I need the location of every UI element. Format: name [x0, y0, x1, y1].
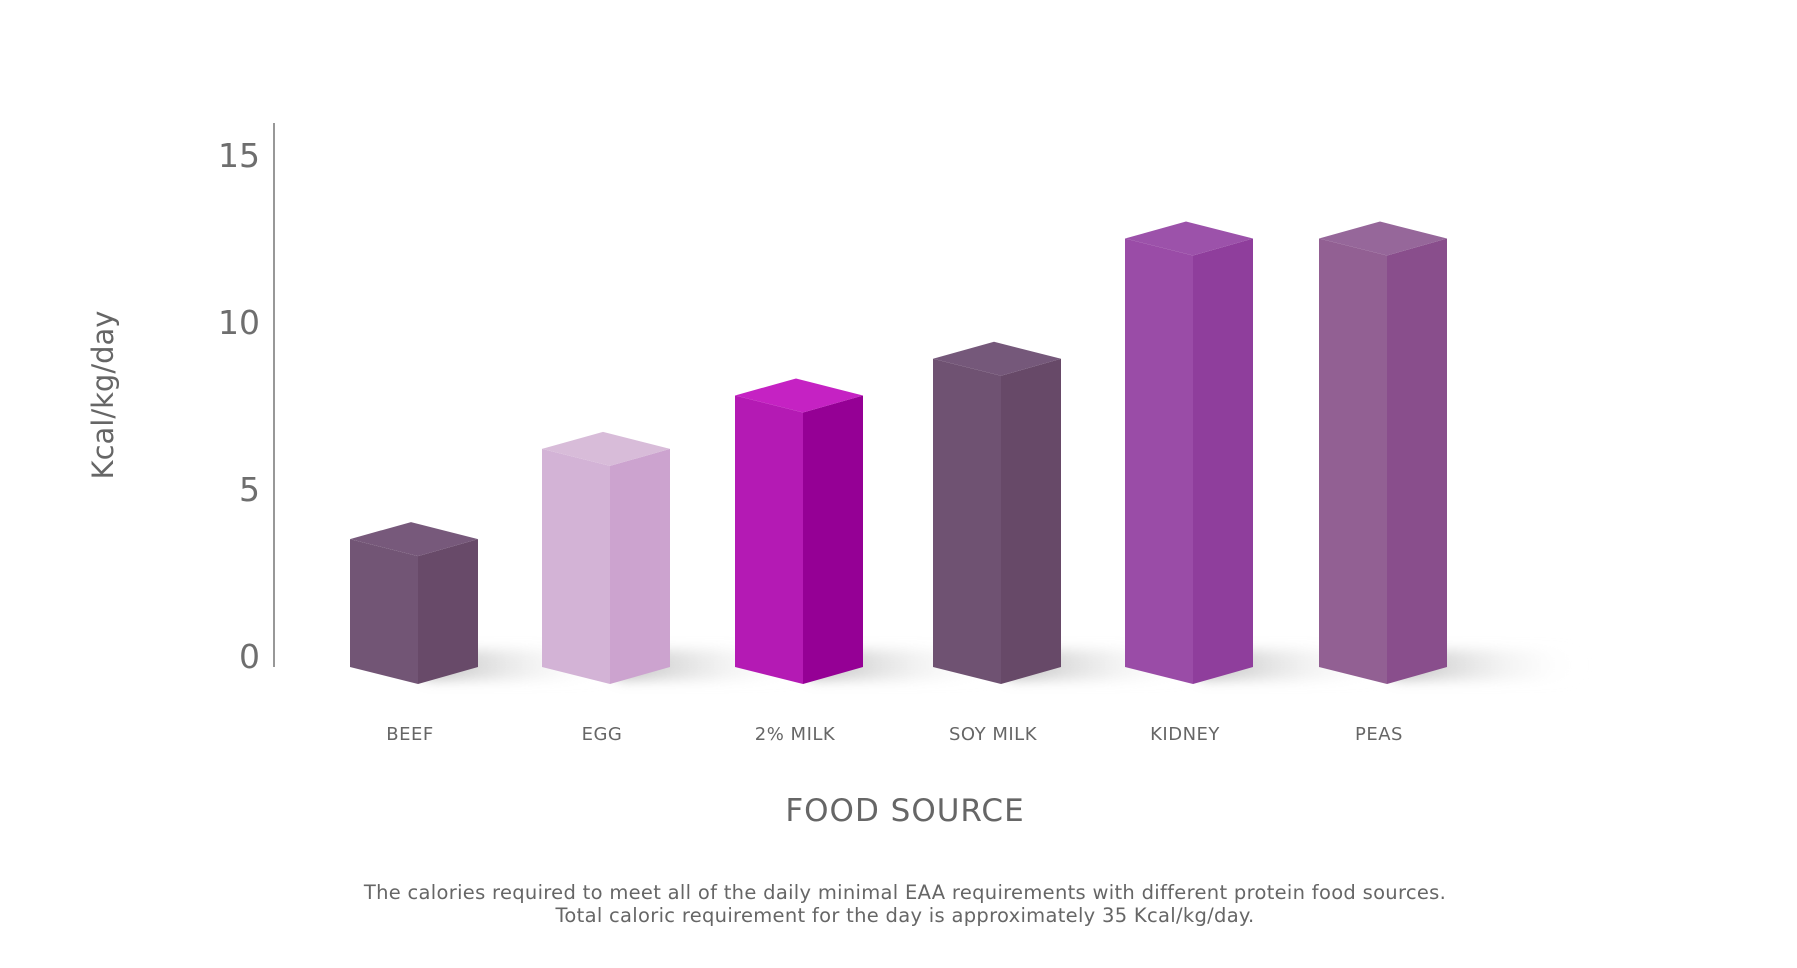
- bar-soy-milk: [933, 341, 1061, 684]
- caption-line-1: The calories required to meet all of the…: [363, 881, 1447, 904]
- bar-beef: [350, 522, 478, 684]
- x-axis-title: FOOD SOURCE: [785, 793, 1024, 829]
- bar-side-face: [418, 539, 478, 684]
- bar-top-face: [1319, 221, 1447, 256]
- bar-top-face: [542, 431, 670, 466]
- bar-side-face: [803, 395, 863, 684]
- x-tick-label: PEAS: [1355, 724, 1403, 745]
- bar-top-face: [1125, 221, 1253, 256]
- bar-top-face: [933, 341, 1061, 376]
- caption-line-2: Total caloric requirement for the day is…: [555, 904, 1255, 927]
- bar-front-face: [542, 448, 610, 684]
- x-tick-label: BEEF: [386, 724, 433, 745]
- bar-top-face: [735, 378, 863, 413]
- bar-side-face: [1001, 358, 1061, 684]
- bar-side-face: [610, 448, 670, 684]
- bar-top-face: [350, 522, 478, 557]
- y-tick-label: 15: [218, 136, 260, 175]
- x-tick-label: SOY MILK: [949, 724, 1038, 745]
- bar-2-milk: [735, 378, 863, 684]
- bar-side-face: [1387, 238, 1447, 684]
- bar-egg: [542, 431, 670, 684]
- bar-front-face: [735, 395, 803, 684]
- y-tick-label: 10: [218, 303, 260, 342]
- bar-front-face: [350, 539, 418, 684]
- y-tick-label: 5: [239, 470, 260, 509]
- y-axis-title: Kcal/kg/day: [86, 311, 120, 480]
- x-tick-label: 2% MILK: [755, 724, 836, 745]
- bar-front-face: [933, 358, 1001, 684]
- bar-front-face: [1319, 238, 1387, 684]
- bar-front-face: [1125, 238, 1193, 684]
- bar-kidney: [1125, 221, 1253, 684]
- y-tick-label: 0: [239, 637, 260, 676]
- x-tick-label: EGG: [582, 724, 623, 745]
- x-tick-label: KIDNEY: [1150, 724, 1220, 745]
- bar-side-face: [1193, 238, 1253, 684]
- bar-peas: [1319, 221, 1447, 684]
